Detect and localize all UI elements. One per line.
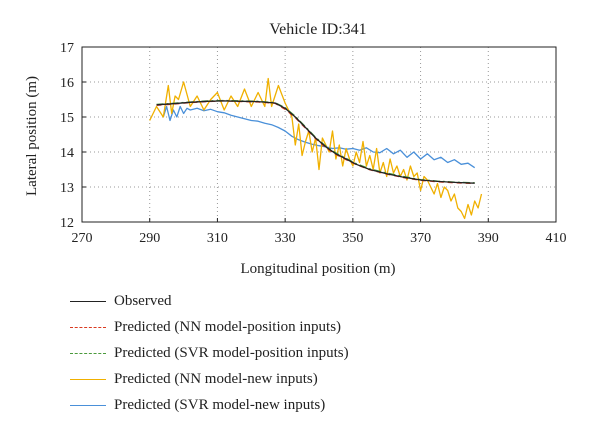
legend-label: Predicted (SVR model-new inputs) <box>114 396 326 413</box>
x-tick-label: 290 <box>139 231 160 246</box>
series-line-predicted-svr-model-new-inputs <box>162 105 476 169</box>
series-line-observed <box>156 100 475 184</box>
legend-item: Predicted (NN model-position inputs) <box>70 314 349 340</box>
x-tick-label: 270 <box>72 231 93 246</box>
y-tick-label: 16 <box>60 76 74 91</box>
legend-item: Observed <box>70 288 349 314</box>
y-tick-label: 14 <box>60 146 74 161</box>
legend: Observed Predicted (NN model-position inp… <box>70 288 349 418</box>
x-tick-label: 410 <box>546 231 567 246</box>
legend-label: Predicted (NN model-position inputs) <box>114 318 342 335</box>
series-lines <box>149 77 483 220</box>
legend-swatch <box>70 300 106 302</box>
legend-label: Predicted (SVR model-position inputs) <box>114 344 349 361</box>
y-axis-label: Lateral position (m) <box>24 76 40 196</box>
legend-swatch <box>70 326 106 328</box>
legend-swatch <box>70 404 106 406</box>
series-line-predicted-nn-model-new-inputs <box>149 77 483 220</box>
x-tick-label: 370 <box>410 231 431 246</box>
legend-swatch <box>70 378 106 380</box>
x-tick-label: 330 <box>275 231 296 246</box>
grid <box>82 47 556 222</box>
x-tick-label: 350 <box>342 231 363 246</box>
legend-swatch <box>70 352 106 354</box>
legend-label: Predicted (NN model-new inputs) <box>114 370 318 387</box>
y-tick-label: 17 <box>60 41 74 56</box>
legend-label: Observed <box>114 292 172 309</box>
plot-area <box>81 46 557 223</box>
chart: Vehicle ID:341 270 290 310 330 350 370 390 410 … <box>24 21 567 277</box>
x-tick-label: 310 <box>207 231 228 246</box>
y-tick-label: 12 <box>60 216 74 231</box>
x-axis-label: Longitudinal position (m) <box>241 261 396 277</box>
legend-item: Predicted (NN model-new inputs) <box>70 366 349 392</box>
x-ticks: 270 290 310 330 350 370 390 410 <box>72 218 567 246</box>
y-ticks: 12 13 14 15 16 17 <box>60 41 86 231</box>
legend-item: Predicted (SVR model-position inputs) <box>70 340 349 366</box>
y-tick-label: 13 <box>60 181 74 196</box>
x-tick-label: 390 <box>478 231 499 246</box>
legend-item: Predicted (SVR model-new inputs) <box>70 392 349 418</box>
chart-title: Vehicle ID:341 <box>269 21 366 38</box>
y-tick-label: 15 <box>60 111 74 126</box>
